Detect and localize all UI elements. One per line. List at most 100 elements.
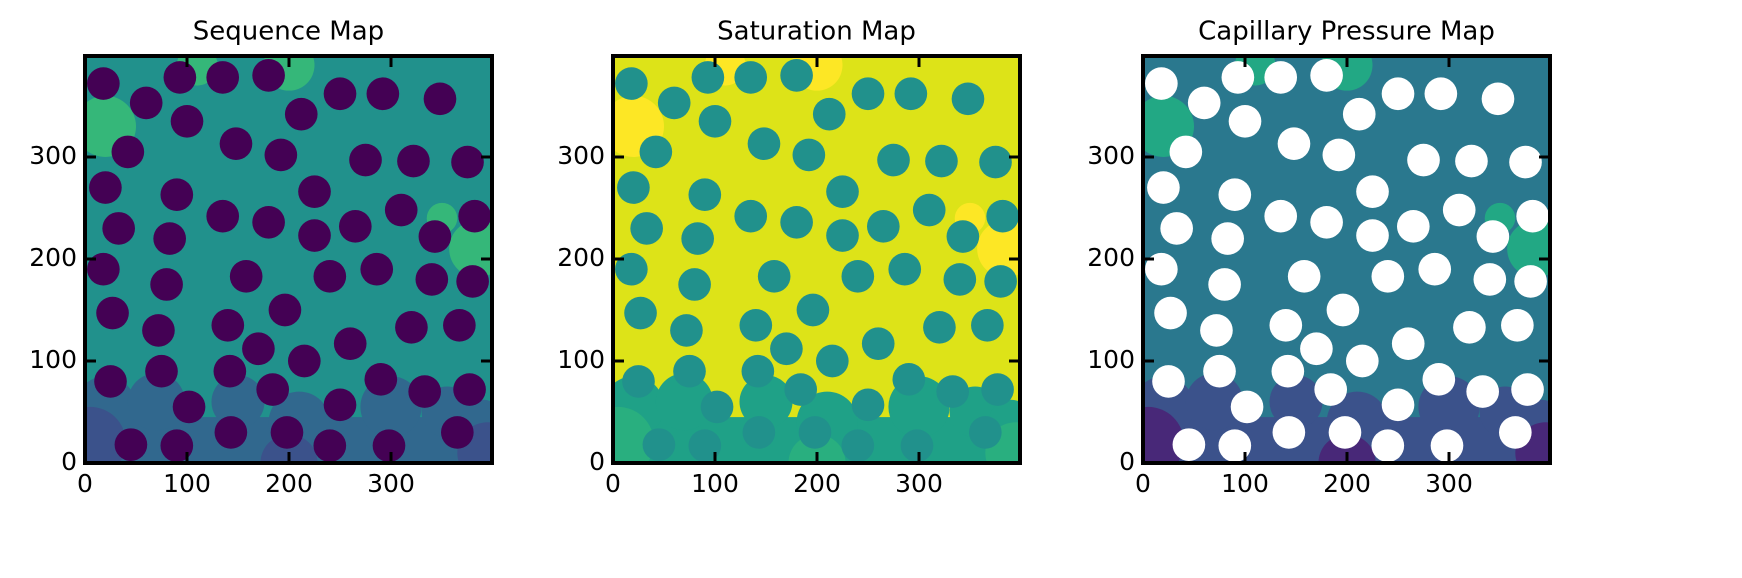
grain <box>1218 178 1252 212</box>
grain <box>268 293 302 327</box>
grain <box>900 429 934 462</box>
grain <box>968 416 1002 449</box>
grain <box>145 354 178 388</box>
y-tick-label: 300 <box>1087 141 1135 170</box>
grain <box>798 416 832 449</box>
grain <box>642 428 676 461</box>
grain <box>936 375 969 408</box>
grain <box>384 193 418 227</box>
grain <box>1345 344 1379 378</box>
grain <box>1264 199 1298 233</box>
grain <box>971 308 1004 342</box>
grain <box>1160 212 1193 245</box>
grain <box>1391 327 1425 360</box>
grain <box>981 373 1014 406</box>
grain <box>851 77 885 111</box>
grain <box>153 222 186 255</box>
grain <box>1455 144 1488 178</box>
grain <box>1511 373 1544 406</box>
grain <box>984 265 1017 298</box>
grain <box>408 375 441 408</box>
grain <box>894 77 928 111</box>
bottom-blob <box>739 375 793 429</box>
grain <box>163 61 197 94</box>
bottom-blob <box>1269 375 1323 429</box>
grain <box>418 220 452 253</box>
grain <box>87 252 120 286</box>
grain <box>734 199 768 233</box>
grain <box>815 344 849 378</box>
grain <box>670 314 703 347</box>
grain <box>1277 127 1311 161</box>
x-tick-label: 0 <box>605 469 621 498</box>
bottom-blob <box>211 375 265 429</box>
x-tick-label: 100 <box>691 469 739 498</box>
grain <box>1272 416 1306 449</box>
grain <box>639 135 673 169</box>
grain <box>673 354 706 388</box>
grain <box>747 127 781 161</box>
grain <box>780 59 813 92</box>
grain <box>986 199 1019 233</box>
grain <box>1422 363 1456 396</box>
grain <box>1476 220 1510 253</box>
grain <box>397 144 430 178</box>
grain <box>287 344 321 378</box>
grain <box>213 354 247 388</box>
grain <box>1310 59 1343 92</box>
bottom-blob <box>1185 373 1243 431</box>
x-tick-label: 100 <box>1221 469 1269 498</box>
x-tick-label: 200 <box>1323 469 1371 498</box>
grain <box>826 175 859 208</box>
grain <box>688 178 722 212</box>
grain <box>1322 138 1356 172</box>
grain <box>1481 82 1515 116</box>
grain <box>298 175 331 208</box>
grain <box>946 220 980 253</box>
grain <box>1310 205 1343 239</box>
grain <box>298 219 331 252</box>
panel: Capillary Pressure Map 0 100 200 300 0 100 200 3… <box>1087 17 1552 498</box>
grain <box>313 260 347 293</box>
grain <box>1314 373 1348 406</box>
grain <box>925 144 958 178</box>
grain <box>1424 77 1458 111</box>
grain <box>252 205 285 239</box>
grain <box>979 145 1012 179</box>
x-tick-label: 300 <box>367 469 415 498</box>
grain <box>451 145 484 179</box>
grain <box>423 82 457 116</box>
panel: Sequence Map 0 100 200 300 0 100 200 300 <box>29 17 494 498</box>
grain <box>624 296 657 330</box>
grain <box>1473 263 1507 296</box>
grain <box>923 311 956 344</box>
grain <box>1271 354 1305 388</box>
x-tick-label: 0 <box>1135 469 1151 498</box>
grain <box>349 143 382 177</box>
grain <box>1509 145 1542 179</box>
grain <box>252 59 285 92</box>
grain <box>678 268 711 301</box>
grain <box>1228 104 1262 138</box>
y-tick-label: 300 <box>557 141 605 170</box>
x-tick-label: 300 <box>1425 469 1473 498</box>
grain <box>1208 268 1241 301</box>
grain <box>415 263 449 296</box>
patch <box>1507 220 1550 278</box>
grain <box>1356 175 1389 208</box>
bottom-blob <box>127 373 185 431</box>
grain <box>841 429 875 462</box>
grain <box>102 212 135 245</box>
grain <box>784 373 818 406</box>
grain <box>851 388 885 422</box>
grain <box>338 210 372 243</box>
y-tick-label: 100 <box>29 345 77 374</box>
grain <box>739 308 773 342</box>
grain <box>617 171 650 204</box>
grain <box>888 252 922 286</box>
grain <box>129 86 163 120</box>
grain <box>1300 332 1333 366</box>
x-tick-label: 200 <box>793 469 841 498</box>
grain <box>770 332 803 366</box>
